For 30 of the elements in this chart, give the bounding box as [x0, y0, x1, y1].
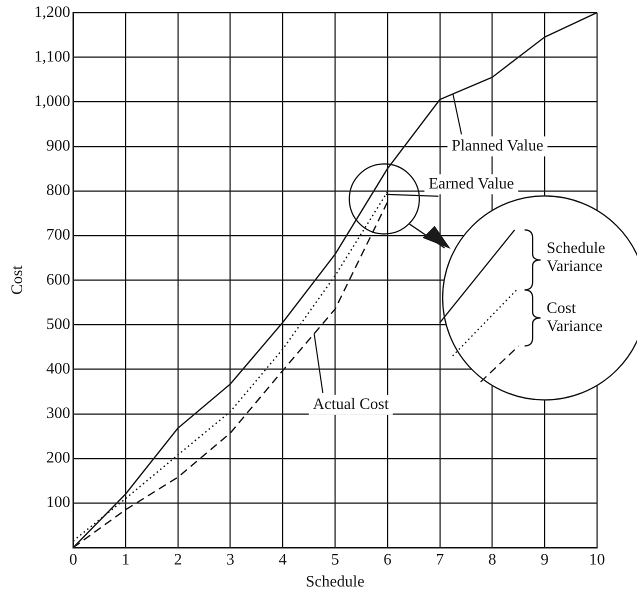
x-tick-label: 9	[540, 551, 549, 568]
y-tick-label: 1,000	[34, 92, 70, 110]
x-tick-label: 2	[174, 551, 182, 568]
x-tick-label: 5	[331, 551, 340, 568]
y-tick-label: 400	[46, 360, 70, 378]
y-axis-title: Cost	[8, 264, 26, 295]
y-tick-label: 900	[46, 138, 70, 155]
y-tick-label: 300	[46, 405, 70, 422]
y-tick-label: 200	[46, 450, 70, 467]
x-tick-label: 4	[278, 551, 287, 568]
x-tick-label: 3	[226, 551, 234, 568]
x-tick-label: 6	[383, 551, 392, 568]
text: Earned Value	[428, 175, 514, 192]
y-tick-label: 1,200	[34, 4, 70, 21]
y-tick-label: 600	[46, 271, 70, 288]
x-tick-label: 10	[589, 551, 605, 568]
text: Planned Value	[452, 138, 544, 155]
y-tick-label: 700	[46, 226, 70, 244]
annotation: Schedule Variance	[546, 240, 606, 276]
x-tick-label: 7	[436, 551, 444, 568]
text: Actual Cost	[312, 396, 390, 414]
x-tick-label: 1	[122, 551, 130, 568]
y-tick-label: 1,100	[34, 48, 70, 66]
y-tick-label: 800	[46, 182, 70, 200]
x-axis-title: Schedule	[306, 574, 364, 591]
y-tick-label: 500	[46, 316, 70, 333]
x-tick-label: 8	[488, 551, 496, 568]
x-tick-label: 0	[69, 551, 78, 568]
annotation: Cost Variance	[546, 300, 604, 336]
y-tick-label: 100	[46, 494, 70, 512]
